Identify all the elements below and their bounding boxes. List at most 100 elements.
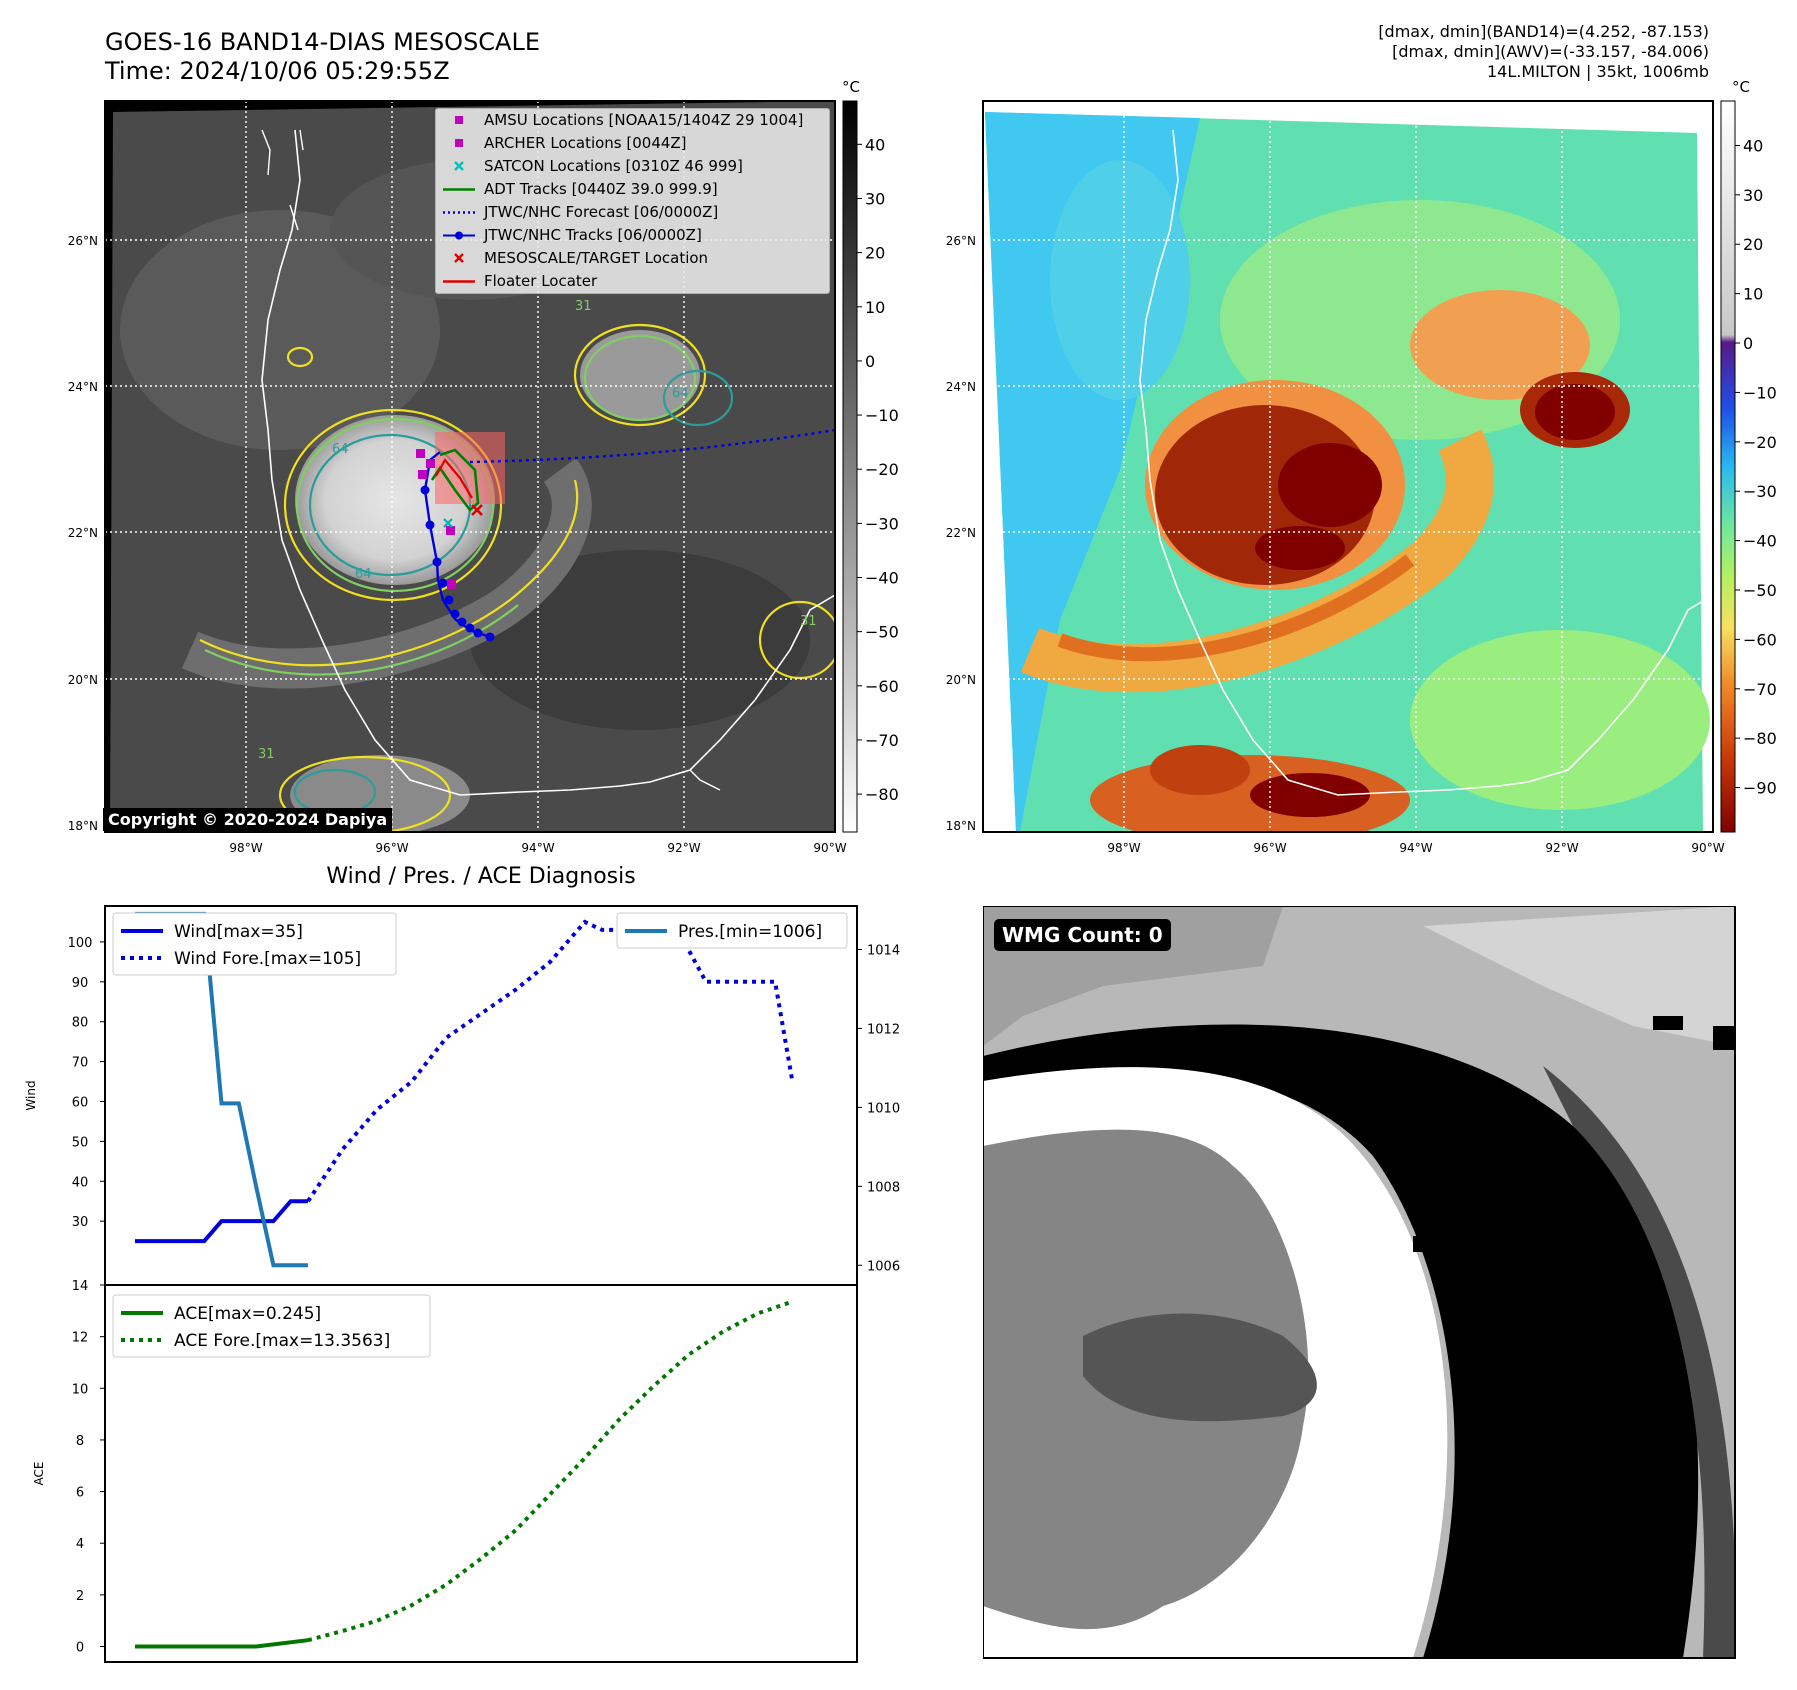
info-block: [dmax, dmin](BAND14)=(4.252, -87.153) [d… [1378, 22, 1709, 82]
contour-label: 31 [258, 747, 275, 762]
colorbar-tick-label: 10 [1743, 285, 1763, 304]
chart-title: Wind / Pres. / ACE Diagnosis [326, 864, 636, 889]
colorbar-tick-label: 30 [865, 189, 885, 208]
ir-cloud-east [580, 330, 700, 420]
contour-label: 31 [575, 299, 592, 314]
legend-label: MESOSCALE/TARGET Location [484, 249, 709, 267]
svg-text:26°N: 26°N [68, 234, 98, 248]
svg-text:24°N: 24°N [946, 380, 976, 394]
ir-rainband [181, 458, 592, 689]
legend-item: ADT Tracks [0440Z 39.0 999.9] [436, 178, 829, 201]
ir-haze [470, 550, 810, 730]
legend-item: Floater Locater [436, 270, 829, 293]
legend-label: Wind Fore.[max=105] [174, 949, 361, 969]
colorbar-tick-label: −40 [865, 569, 899, 588]
colorbar-tick-label: −20 [1743, 433, 1777, 452]
floater-box [435, 432, 505, 504]
legend-label: ACE Fore.[max=13.3563] [174, 1331, 390, 1351]
ace-axis-label: ACE [32, 1462, 46, 1486]
pressure-tick-label: 1010 [867, 1101, 900, 1116]
legend-item: ARCHER Locations [0044Z] [436, 132, 829, 155]
left-map-axes: 26°N 24°N 22°N 20°N 18°N 98°W 96°W 94°W … [68, 234, 847, 855]
observed-track [420, 451, 495, 642]
colorbar-tick-label: −50 [865, 623, 899, 642]
svg-text:92°W: 92°W [667, 841, 700, 855]
pressure-tick-label: 1012 [867, 1022, 900, 1037]
svg-text:94°W: 94°W [1399, 841, 1432, 855]
wind-tick-label: 70 [72, 1056, 89, 1071]
wmg-dark-interior [1083, 1313, 1317, 1422]
colorbar-tick-label: 40 [865, 135, 885, 154]
colorbar-tick-label: 20 [1743, 235, 1763, 254]
colorbar-tick-label: 30 [1743, 186, 1763, 205]
svg-text:26°N: 26°N [946, 234, 976, 248]
svg-text:90°W: 90°W [1691, 841, 1724, 855]
right-map-axes: 26°N 24°N 22°N 20°N 18°N 98°W 96°W 94°W … [946, 234, 1725, 855]
colorbar-left-ticks: 40 30 20 10 0 −10 −20 −30 −40 −50 −60 −70 −80 [857, 135, 899, 804]
wmg-spot [1653, 1016, 1683, 1030]
ace-panel-frame [104, 1284, 858, 1663]
svg-text:20°N: 20°N [68, 673, 98, 687]
svg-text:18°N: 18°N [946, 819, 976, 833]
awv-storm-core [1255, 526, 1345, 570]
coastline [261, 129, 835, 796]
svg-text:24°N: 24°N [68, 380, 98, 394]
ace-tick-label: 2 [76, 1589, 84, 1604]
wmg-grey-band [1543, 1066, 1736, 1658]
colorbar-right-ticks: 40 30 20 10 0 −10 −20 −30 −40 −50 −60 −70 −80 −90 [1735, 136, 1777, 798]
colorbar-tick-label: −80 [1743, 729, 1777, 748]
colorbar-tick-label: −40 [1743, 532, 1777, 551]
wmg-dark-band [983, 1024, 1699, 1658]
svg-text:92°W: 92°W [1545, 841, 1578, 855]
coastline-detail [261, 129, 721, 791]
right-map-grid [983, 101, 1713, 832]
info-line-1: [dmax, dmin](BAND14)=(4.252, -87.153) [1378, 22, 1709, 41]
colorbar-tick-label: 0 [865, 352, 875, 371]
contour-label: 64 [332, 442, 349, 457]
awv-rainband [1057, 554, 1415, 662]
legend-label: SATCON Locations [0310Z 46 999] [484, 157, 743, 175]
legend-item: JTWC/NHC Tracks [06/0000Z] [436, 224, 829, 247]
wmg-count-label: WMG Count: 0 [994, 919, 1171, 951]
svg-text:96°W: 96°W [375, 841, 408, 855]
colorbar-tick-label: −50 [1743, 581, 1777, 600]
floater-track [435, 458, 473, 499]
pressure-tick-label: 1014 [867, 943, 900, 958]
colorbar-right-unit: °C [1732, 78, 1750, 96]
legend-label: ADT Tracks [0440Z 39.0 999.9] [484, 180, 718, 198]
legend-symbol [442, 201, 476, 224]
ace-tick-label: 12 [72, 1331, 89, 1346]
legend-symbol [442, 109, 476, 132]
wind-tick-label: 30 [72, 1215, 89, 1230]
colorbar-tick-label: 0 [1743, 334, 1753, 353]
legend-symbol [442, 132, 476, 155]
info-line-2: [dmax, dmin](AWV)=(-33.157, -84.006) [1392, 42, 1709, 61]
legend-symbol [442, 270, 476, 293]
wind-forecast-line [306, 919, 795, 1203]
title-line-1: GOES-16 BAND14-DIAS MESOSCALE [105, 28, 541, 56]
colorbar-tick-label: 10 [865, 298, 885, 317]
awv-cloud-south [1150, 745, 1250, 795]
colorbar-color [1720, 100, 1736, 833]
awv-rainband [1020, 429, 1494, 693]
svg-text:22°N: 22°N [68, 526, 98, 540]
ace-legend: ACE[max=0.245] ACE Fore.[max=13.3563] [112, 1294, 431, 1358]
ace-tick-label: 14 [72, 1279, 89, 1294]
copyright-label: Copyright © 2020-2024 Dapiya [103, 808, 393, 831]
diagnosis-chart: 3040506070809010010061008101010121014024… [24, 905, 900, 1663]
colorbar-tick-label: −70 [1743, 680, 1777, 699]
legend-item: AMSU Locations [NOAA15/1404Z 29 1004] [436, 109, 829, 132]
colorbar-tick-label: −60 [865, 677, 899, 696]
wmg-spot [1713, 1026, 1735, 1050]
wind-legend: Wind[max=35] Wind Fore.[max=105] [112, 912, 397, 976]
wind-tick-label: 50 [72, 1135, 89, 1150]
ir-map-frame [104, 100, 836, 833]
coastline-right [1139, 129, 1713, 796]
archer-markers [416, 449, 456, 589]
ace-line [135, 1638, 309, 1649]
legend-label: Wind[max=35] [174, 922, 303, 942]
colorbar-left-unit: °C [842, 78, 860, 96]
wind-tick-label: 60 [72, 1095, 89, 1110]
pressure-tick-label: 1006 [867, 1259, 900, 1274]
legend-label: AMSU Locations [NOAA15/1404Z 29 1004] [484, 111, 804, 129]
